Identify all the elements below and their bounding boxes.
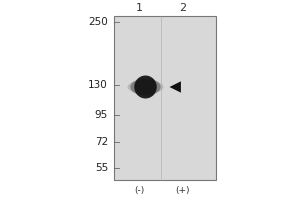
Text: 130: 130 [88,80,108,90]
Text: (-): (-) [134,186,145,196]
Text: (+): (+) [176,186,190,196]
Bar [114,16,216,180]
Text: 72: 72 [95,137,108,147]
Ellipse shape [134,76,157,99]
Text: 250: 250 [88,17,108,27]
Text: 2: 2 [179,3,187,13]
Ellipse shape [128,80,164,94]
Text: 55: 55 [95,163,108,173]
Text: 95: 95 [95,110,108,120]
Text: 1: 1 [136,3,143,13]
Polygon shape [169,81,181,93]
Ellipse shape [130,78,161,96]
